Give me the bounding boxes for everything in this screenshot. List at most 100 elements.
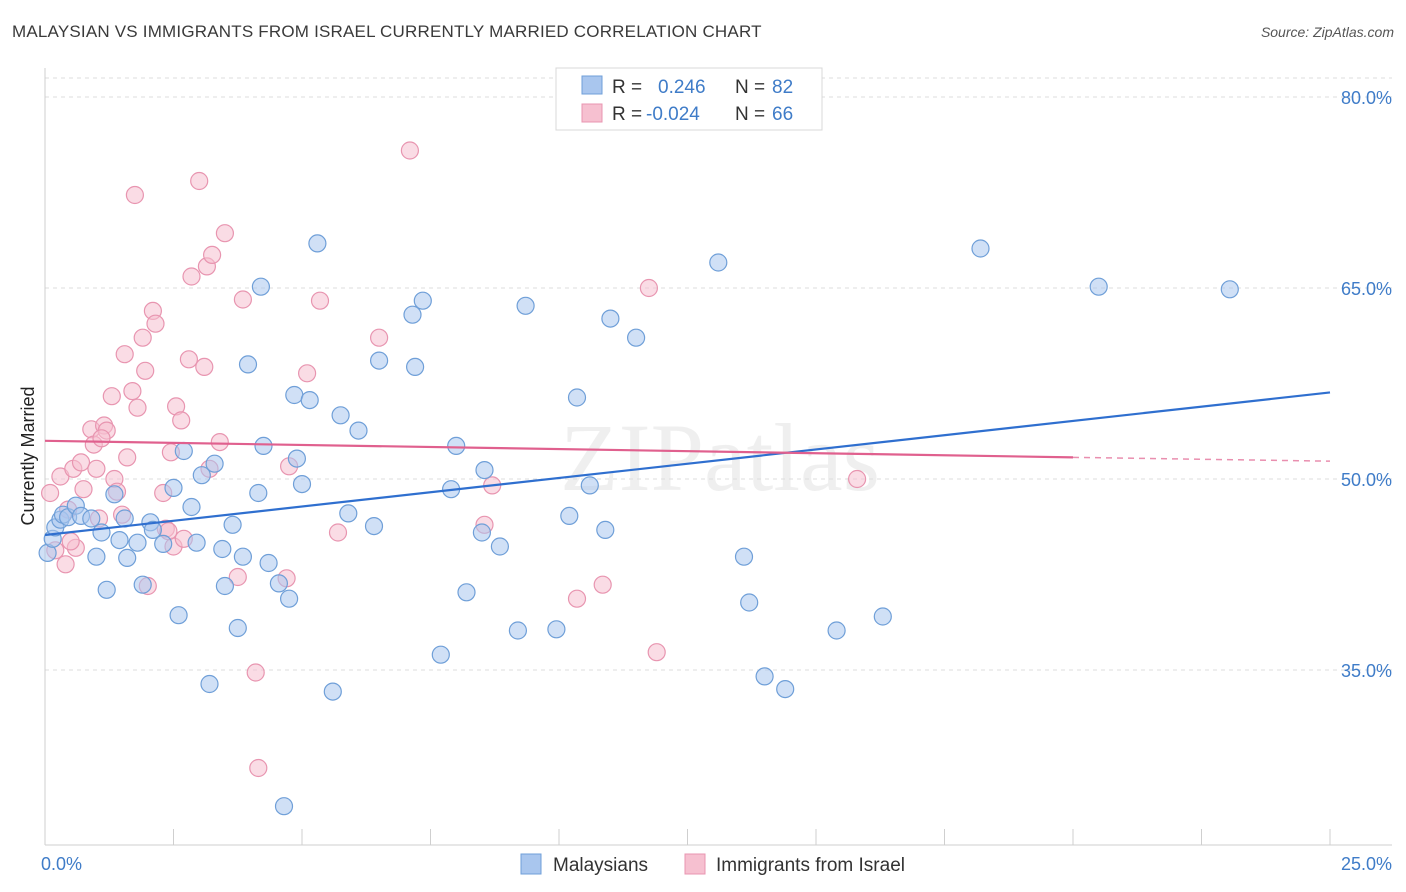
malaysian-point (187, 533, 206, 552)
malaysian-point (251, 277, 270, 296)
israel-point (56, 555, 75, 574)
series-legend: Malaysians Immigrants from Israel (520, 853, 905, 876)
malaysian-point (228, 618, 247, 638)
malaysian-point (508, 621, 528, 640)
malaysian-point (87, 547, 106, 566)
israel-point (190, 171, 209, 191)
y-tick-label: 35.0% (1341, 661, 1392, 681)
y-tick-label: 65.0% (1341, 279, 1392, 299)
malaysian-point (406, 357, 425, 376)
malaysian-point (300, 391, 319, 410)
malaysian-point (709, 253, 728, 272)
legend-r-value-2: -0.024 (646, 104, 700, 125)
malaysian-point (580, 476, 599, 495)
malaysian-point (873, 607, 892, 626)
malaysian-point (97, 580, 116, 599)
malaysian-point (259, 553, 278, 573)
malaysian-point (472, 523, 491, 542)
malaysian-point (128, 533, 147, 552)
malaysian-point (205, 454, 224, 473)
legend-swatch-blue (581, 75, 603, 95)
israel-point (370, 328, 389, 347)
malaysian-point (308, 234, 327, 253)
malaysian-point (490, 537, 509, 556)
malaysian-point (370, 351, 389, 370)
israel-point (146, 314, 165, 333)
israel-point (115, 345, 134, 364)
malaysian-point (323, 682, 342, 701)
legend-n-label-2: N = (735, 104, 765, 125)
malaysian-point (734, 547, 754, 566)
israel-point (123, 382, 142, 401)
malaysian-point (827, 621, 846, 640)
bottom-legend-malaysians: Malaysians (553, 855, 648, 876)
source-label: Source: ZipAtlas.com (1260, 24, 1394, 40)
israel-point (125, 185, 144, 205)
malaysian-point (740, 593, 759, 612)
malaysian-point (516, 296, 535, 315)
israel-point (195, 357, 214, 376)
malaysian-point (233, 547, 252, 566)
malaysian-point (447, 436, 466, 455)
israel-point (249, 758, 268, 778)
malaysian-point (269, 574, 288, 593)
israel-point (172, 411, 191, 430)
israel-point (92, 429, 111, 448)
israel-point (182, 267, 201, 286)
israel-point (567, 589, 587, 608)
malaysian-point (164, 478, 183, 497)
y-tick-labels: 35.0% 50.0% 65.0% 80.0% (1341, 88, 1392, 681)
israel-point (179, 350, 198, 369)
malaysian-point (169, 606, 188, 625)
malaysian-point (1220, 280, 1239, 299)
israel-point (233, 290, 252, 309)
legend-r-label-1: R = (612, 77, 642, 98)
malaysian-point (92, 523, 111, 542)
malaysian-point (626, 328, 646, 347)
israel-point (593, 575, 612, 594)
malaysian-point (280, 589, 299, 608)
israel-point (133, 328, 152, 347)
israel-point (298, 364, 317, 383)
israel-point (847, 469, 867, 489)
bottom-legend-swatch-blue (520, 853, 542, 875)
malaysian-point (238, 355, 258, 374)
bottom-legend-israel: Immigrants from Israel (716, 855, 905, 876)
malaysian-point (457, 583, 476, 602)
malaysians-trend-line (44, 391, 1331, 537)
malaysian-point (143, 520, 162, 540)
malaysian-point (274, 797, 294, 816)
israel-point (128, 398, 147, 417)
chart-title: MALAYSIAN VS IMMIGRANTS FROM ISRAEL CURR… (12, 22, 762, 41)
israel-point (71, 453, 91, 472)
malaysian-point (82, 509, 101, 528)
y-tick-label: 50.0% (1341, 470, 1392, 490)
israel-point (136, 361, 155, 380)
legend-swatch-pink (581, 103, 603, 123)
malaysian-point (331, 406, 350, 425)
malaysian-point (560, 506, 579, 526)
grid-lines (45, 77, 1392, 671)
israel-point (310, 291, 330, 310)
malaysian-point (292, 475, 312, 494)
malaysian-point (118, 548, 137, 568)
malaysian-point (547, 620, 566, 639)
trend-lines (44, 391, 1331, 537)
malaysian-point (133, 575, 152, 594)
israel-point (246, 663, 265, 682)
malaysian-point (349, 421, 368, 440)
malaysian-point (596, 520, 615, 540)
y-axis-title: Currently Married (18, 386, 38, 525)
malaysian-point (413, 291, 432, 310)
malaysian-point (105, 485, 124, 504)
legend-r-value-1: 0.246 (658, 77, 706, 98)
israel-point (210, 433, 229, 452)
malaysian-point (601, 309, 620, 328)
malaysian-point (174, 441, 193, 461)
bottom-legend-swatch-pink (684, 853, 706, 875)
malaysian-point (755, 667, 774, 686)
malaysian-point (1089, 277, 1108, 296)
israel-point (639, 278, 659, 298)
malaysian-point (249, 483, 268, 503)
